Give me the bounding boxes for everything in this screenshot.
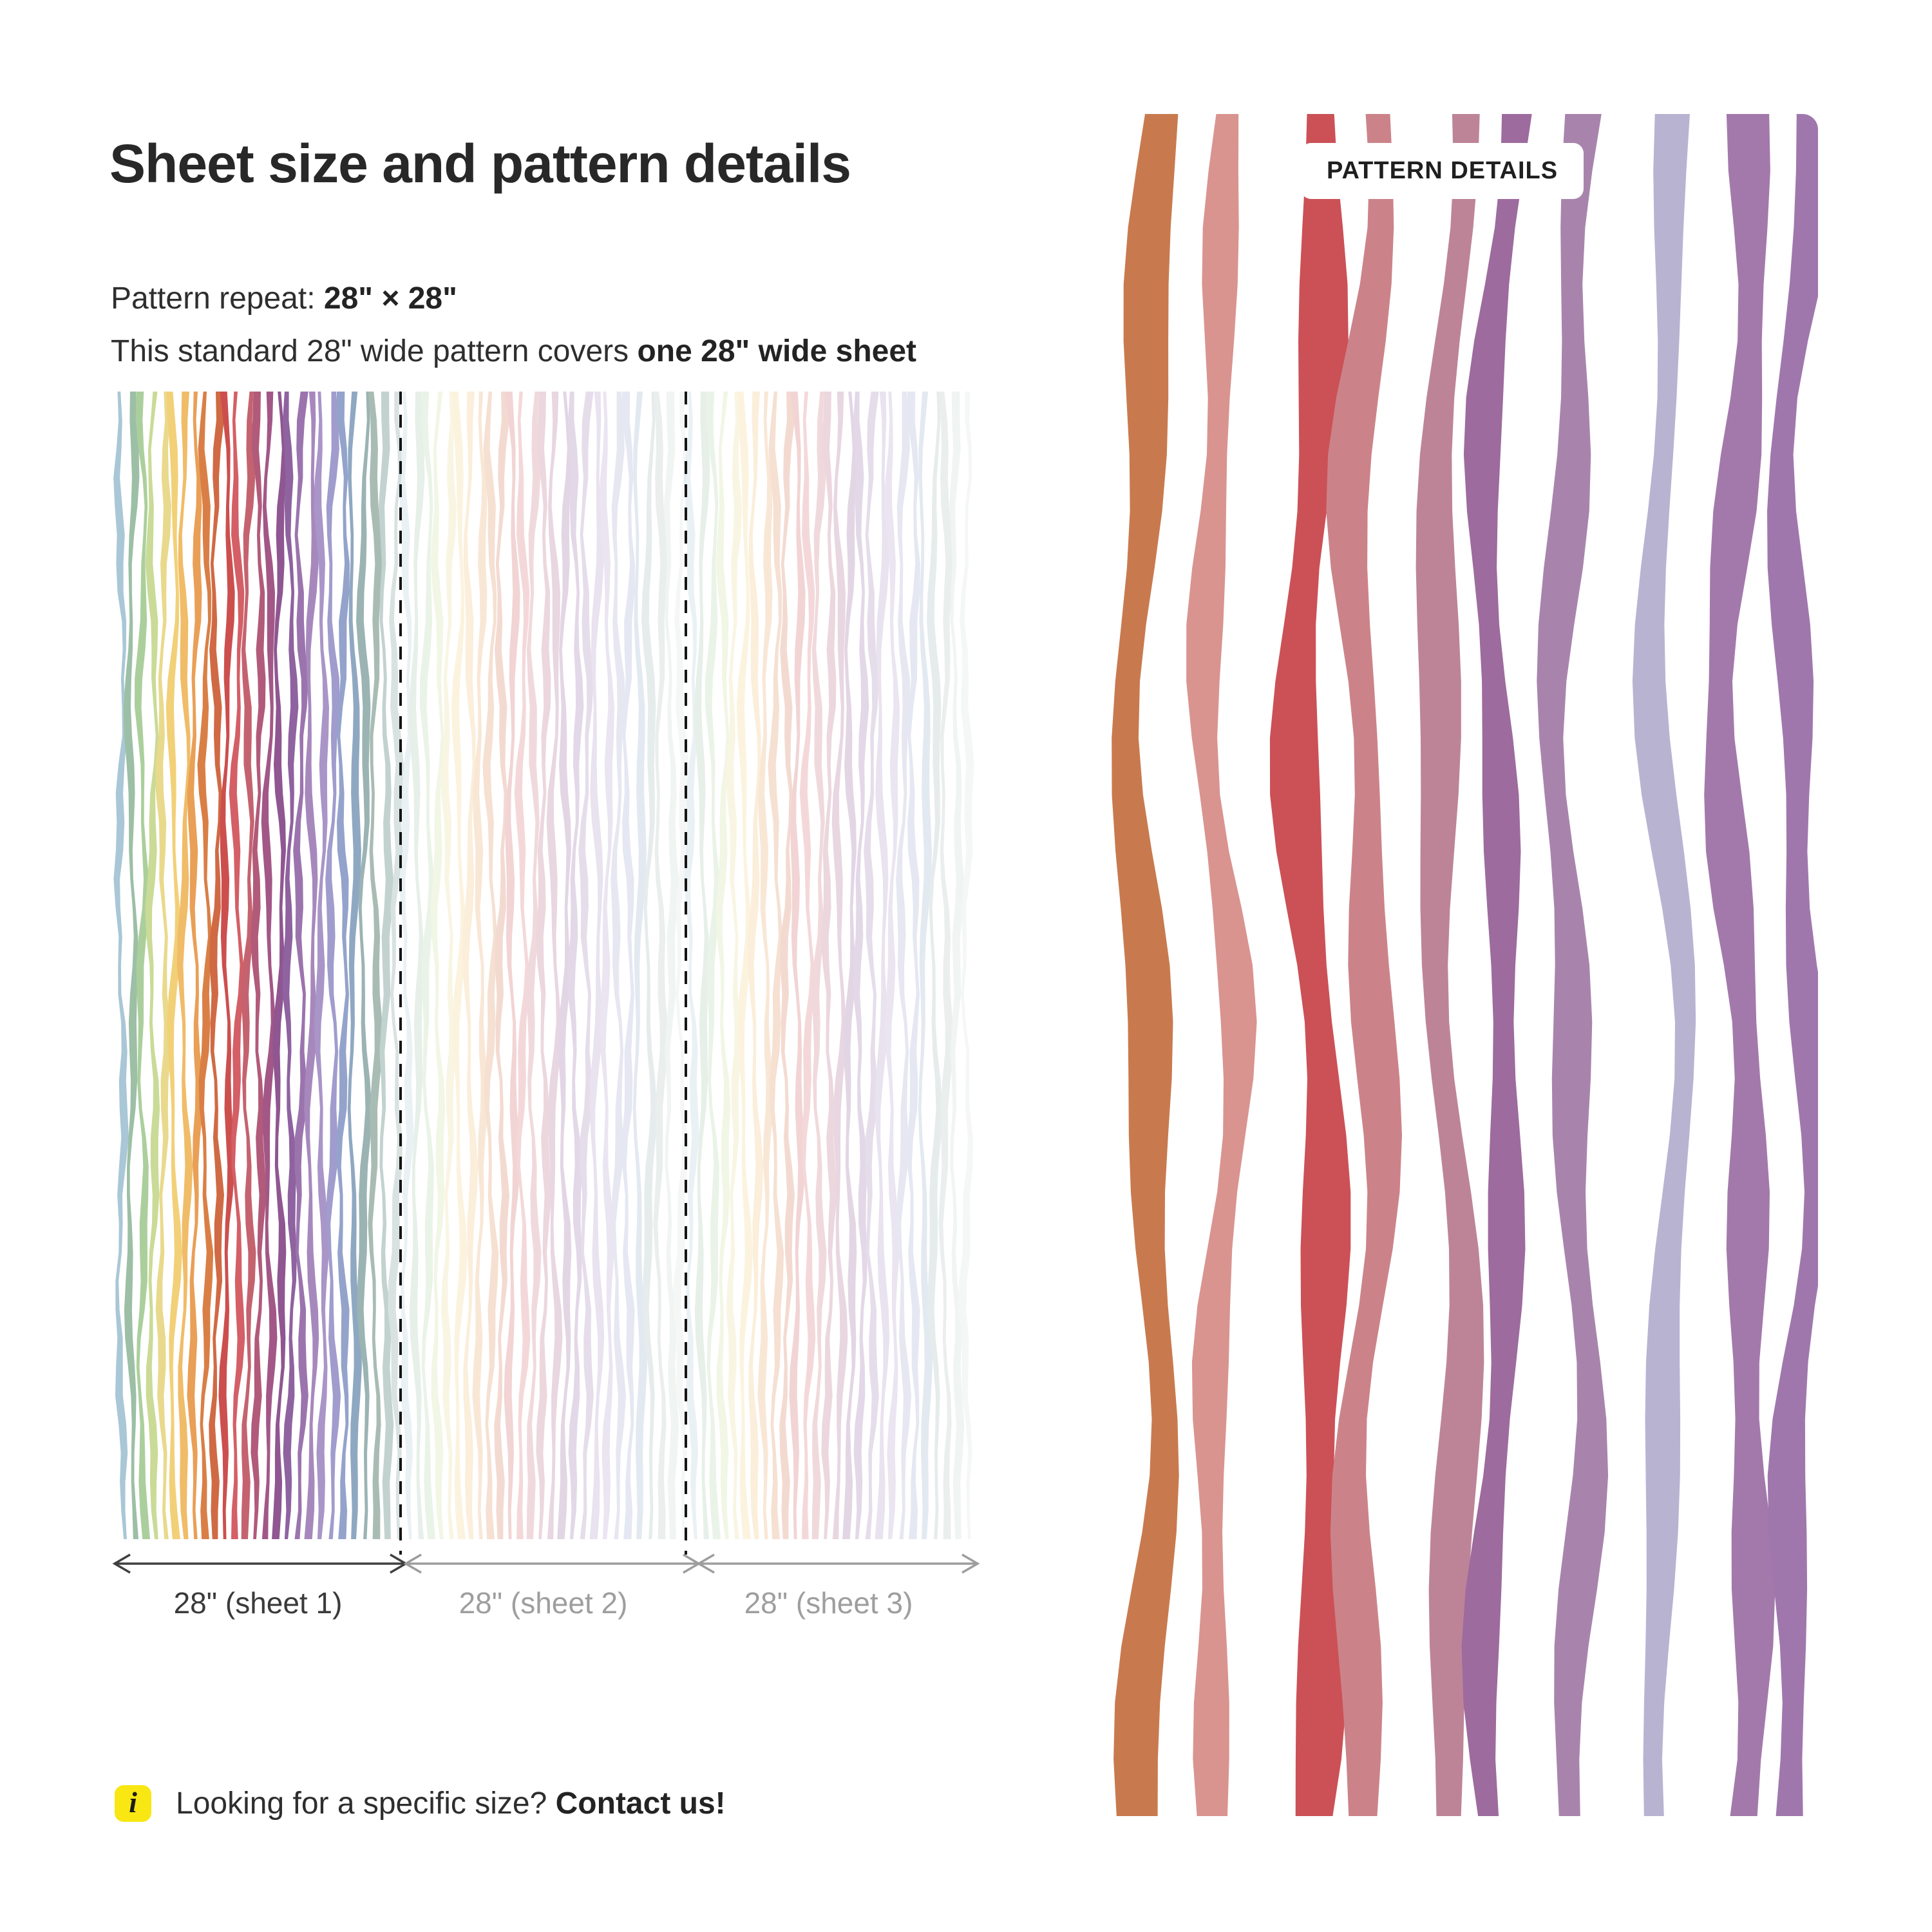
sheet-1-label: 28" (sheet 1) bbox=[173, 1586, 343, 1620]
pattern-repeat-label: Pattern repeat: bbox=[111, 281, 324, 316]
pattern-details-badge: PATTERN DETAILS bbox=[1301, 143, 1584, 199]
sheet-preview-pattern bbox=[113, 392, 974, 1555]
coverage-line: This standard 28" wide pattern covers on… bbox=[111, 336, 916, 367]
coverage-prefix: This standard 28" wide pattern covers bbox=[111, 334, 638, 368]
pattern-detail-art bbox=[1112, 114, 1818, 1816]
page-title: Sheet size and pattern details bbox=[109, 133, 851, 194]
sheet-2-label: 28" (sheet 2) bbox=[459, 1586, 628, 1620]
info-prefix: Looking for a specific size? bbox=[176, 1786, 556, 1821]
coverage-bold: one 28" wide sheet bbox=[637, 334, 917, 368]
pattern-repeat-value: 28" × 28" bbox=[323, 281, 457, 316]
contact-us-link[interactable]: Contact us! bbox=[555, 1786, 726, 1821]
info-text: Looking for a specific size? Contact us! bbox=[176, 1786, 726, 1821]
sheet-width-arrows bbox=[112, 1553, 980, 1574]
info-icon: i bbox=[115, 1785, 151, 1822]
pattern-detail-panel: PATTERN DETAILS bbox=[1087, 114, 1818, 1816]
sheet-label-row: 28" (sheet 1) 28" (sheet 2) 28" (sheet 3… bbox=[115, 1586, 971, 1621]
info-row: i Looking for a specific size? Contact u… bbox=[115, 1785, 726, 1822]
sheet-3-label: 28" (sheet 3) bbox=[744, 1586, 913, 1620]
pattern-repeat-line: Pattern repeat: 28" × 28" bbox=[111, 283, 457, 314]
sheet-preview bbox=[113, 392, 974, 1557]
